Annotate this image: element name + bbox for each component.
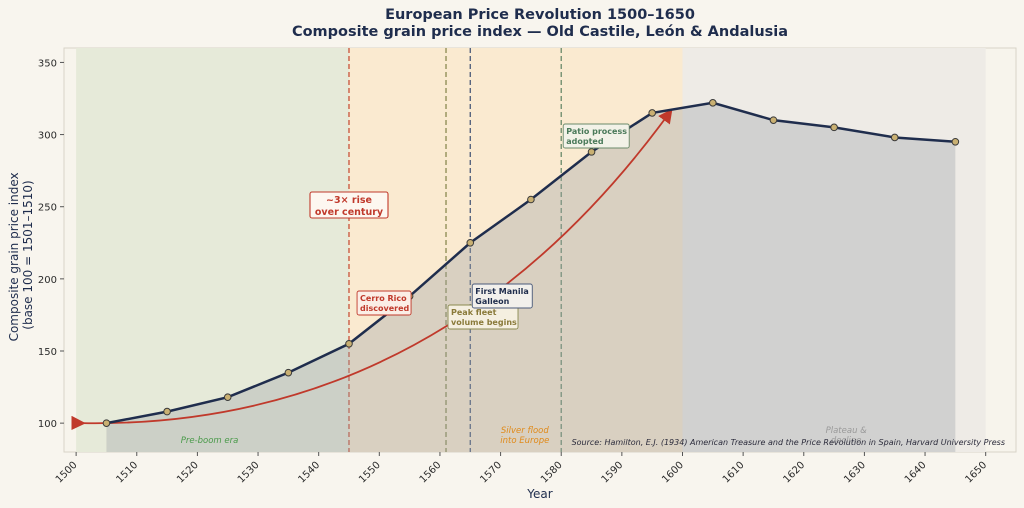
data-point bbox=[769, 116, 778, 124]
event-label: Cerro Rico discovered bbox=[360, 294, 409, 313]
y-tick-label: 200 bbox=[38, 275, 57, 286]
rise-annotation: ~3× rise over century bbox=[315, 195, 384, 218]
x-tick-label: 1640 bbox=[903, 460, 929, 486]
x-tick-label: 1630 bbox=[842, 460, 868, 486]
data-point bbox=[223, 393, 232, 401]
x-tick-label: 1540 bbox=[296, 460, 322, 486]
y-tick-label: 250 bbox=[38, 203, 57, 214]
data-point bbox=[284, 368, 293, 377]
y-tick-label: 150 bbox=[38, 347, 57, 358]
chart-subtitle: Composite grain price index — Old Castil… bbox=[292, 24, 788, 40]
x-tick-label: 1650 bbox=[963, 460, 989, 486]
data-point bbox=[648, 109, 656, 117]
y-tick-label: 350 bbox=[38, 58, 57, 69]
source-note: Source: Hamilton, E.J. (1934) American T… bbox=[572, 438, 1005, 447]
y-axis-label-line-2: (base 100 = 1501–1510) bbox=[21, 180, 35, 329]
event-label-box bbox=[471, 283, 533, 309]
y-tick-label: 300 bbox=[38, 131, 57, 142]
data-point bbox=[527, 195, 535, 204]
data-point bbox=[466, 238, 475, 247]
x-tick-label: 1550 bbox=[357, 460, 383, 486]
x-tick-label: 1620 bbox=[782, 460, 808, 486]
event-label: First Manila Galleon bbox=[475, 287, 528, 306]
data-point bbox=[890, 133, 899, 142]
event-label: Peak fleet volume begins bbox=[451, 308, 517, 327]
data-point bbox=[830, 123, 838, 132]
y-tick-label: 100 bbox=[38, 419, 57, 430]
x-tick-label: 1560 bbox=[418, 460, 444, 486]
x-tick-label: 1520 bbox=[175, 460, 201, 486]
data-point bbox=[102, 419, 111, 427]
era-band bbox=[682, 48, 986, 452]
data-point bbox=[709, 99, 717, 107]
data-point bbox=[951, 137, 960, 146]
data-point bbox=[163, 407, 171, 416]
trend-arrow bbox=[71, 108, 673, 431]
event-label: Patio process adopted bbox=[566, 127, 627, 146]
y-axis-label: Composite grain price index (base 100 = … bbox=[7, 169, 35, 342]
era-label: Pre-boom era bbox=[181, 436, 239, 446]
x-axis-label: Year bbox=[526, 487, 552, 501]
data-point bbox=[345, 339, 353, 348]
x-tick-label: 1610 bbox=[721, 460, 747, 486]
x-tick-label: 1510 bbox=[115, 460, 141, 486]
event-label-box bbox=[356, 290, 412, 316]
rise-annotation-box bbox=[309, 191, 389, 219]
x-tick-label: 1500 bbox=[54, 460, 80, 486]
x-tick-label: 1590 bbox=[600, 460, 626, 486]
data-point bbox=[587, 148, 596, 156]
x-tick-label: 1580 bbox=[539, 460, 565, 486]
era-label: Silver flood into Europe bbox=[500, 426, 549, 446]
chart-title: European Price Revolution 1500–1650 bbox=[385, 7, 695, 23]
era-label: Plateau & decline bbox=[826, 426, 868, 446]
event-label-box bbox=[562, 123, 630, 149]
x-tick-label: 1600 bbox=[660, 460, 686, 486]
x-tick-label: 1570 bbox=[478, 460, 504, 486]
y-axis-label-line-1: Composite grain price index bbox=[7, 172, 21, 341]
x-tick-label: 1530 bbox=[236, 460, 262, 486]
